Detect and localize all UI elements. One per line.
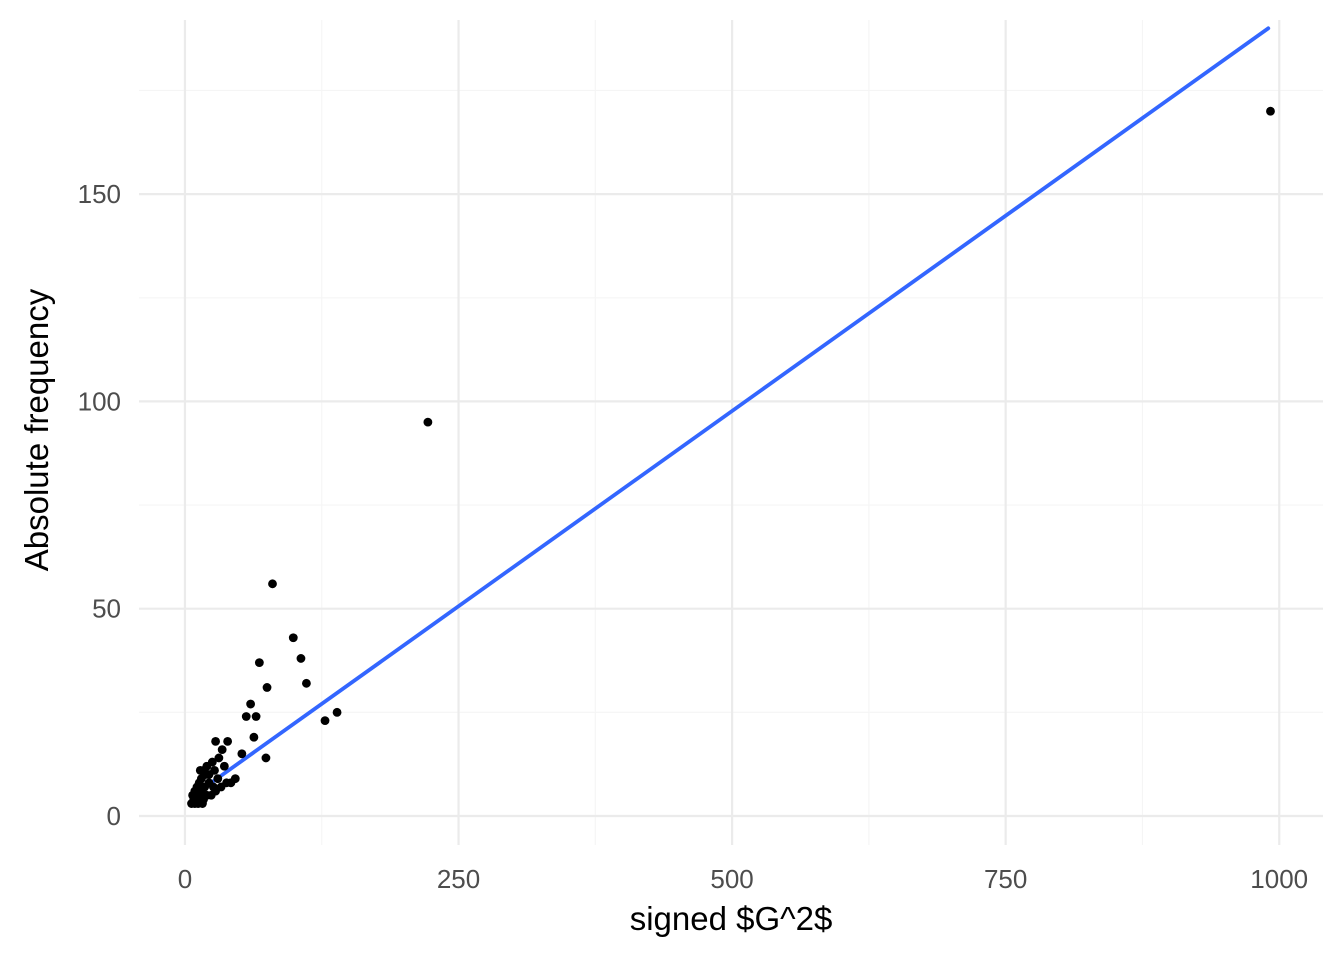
y-tick-label: 150 — [78, 179, 121, 209]
y-tick-label: 50 — [92, 594, 121, 624]
x-tick-label: 0 — [178, 864, 192, 894]
data-point — [296, 654, 306, 663]
data-point — [423, 417, 433, 427]
y-tick-labels: 0 50 100 150 — [78, 179, 121, 831]
x-tick-label: 1000 — [1250, 864, 1308, 894]
y-tick-label: 0 — [107, 801, 121, 831]
fit-line — [191, 26, 1271, 798]
data-point — [237, 749, 247, 759]
x-tick-label: 500 — [710, 864, 753, 894]
data-point — [209, 782, 218, 792]
data-point — [213, 774, 223, 784]
grid — [139, 20, 1323, 845]
data-point — [217, 745, 227, 755]
data-point — [246, 699, 256, 709]
x-tick-label: 250 — [437, 864, 480, 894]
data-point — [241, 712, 251, 721]
data-point — [320, 716, 330, 726]
x-axis-title: signed $G^2$ — [630, 900, 833, 937]
data-point — [261, 753, 271, 763]
data-point — [195, 765, 205, 775]
fit-line-layer — [191, 26, 1271, 798]
data-point — [262, 683, 272, 692]
data-point — [214, 753, 224, 763]
data-point — [223, 736, 233, 746]
data-point — [211, 736, 220, 746]
x-tick-label: 750 — [984, 864, 1027, 894]
data-point — [188, 790, 198, 800]
data-point — [254, 658, 264, 667]
x-tick-labels: 0 250 500 750 1000 — [178, 864, 1308, 894]
data-point — [251, 712, 261, 721]
data-point — [219, 761, 229, 771]
data-point — [268, 579, 277, 589]
y-tick-label: 100 — [78, 386, 121, 416]
data-point — [249, 732, 259, 742]
data-point — [332, 707, 342, 717]
y-axis-title: Absolute frequency — [18, 288, 55, 571]
points-layer — [187, 106, 1275, 808]
data-point — [198, 799, 207, 808]
data-point — [288, 633, 298, 643]
data-point — [1266, 106, 1275, 116]
data-point — [302, 678, 311, 688]
